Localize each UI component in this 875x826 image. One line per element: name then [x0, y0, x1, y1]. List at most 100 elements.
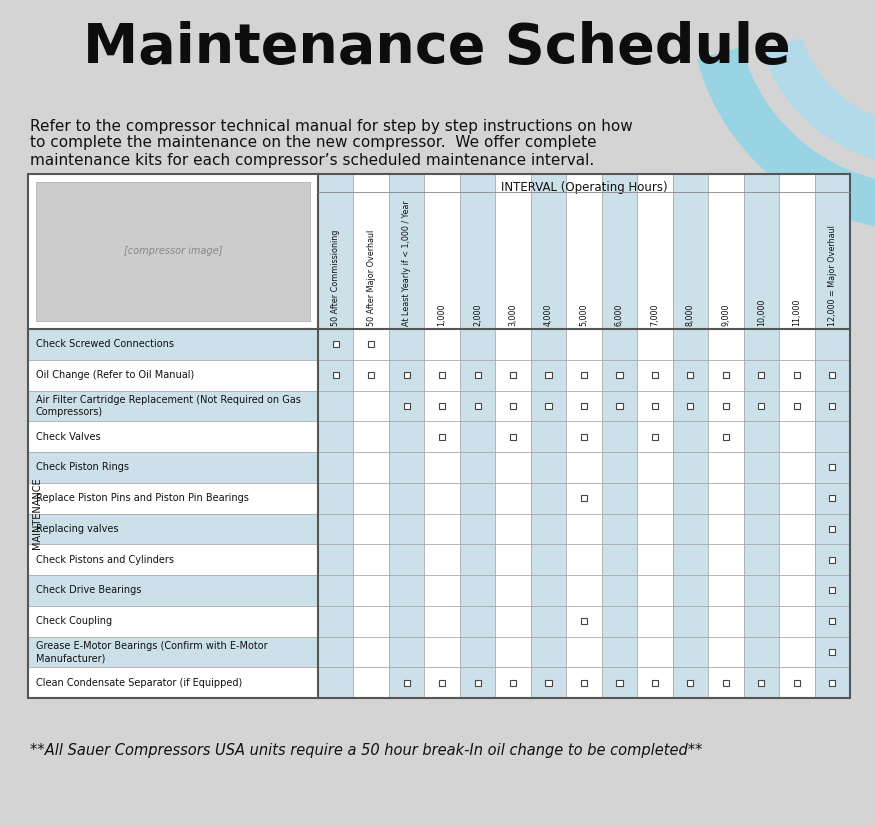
Bar — [815, 575, 850, 605]
Bar — [388, 605, 424, 637]
FancyBboxPatch shape — [332, 341, 339, 348]
Bar — [566, 605, 602, 637]
Bar — [744, 637, 779, 667]
Bar — [744, 174, 779, 329]
FancyBboxPatch shape — [368, 372, 374, 378]
FancyBboxPatch shape — [688, 372, 694, 378]
Text: Replace Piston Pins and Piston Pin Bearings: Replace Piston Pins and Piston Pin Beari… — [36, 493, 248, 503]
Bar — [744, 329, 779, 360]
FancyBboxPatch shape — [581, 403, 587, 409]
Text: 12,000 = Major Overhaul: 12,000 = Major Overhaul — [828, 225, 836, 326]
Bar — [815, 174, 850, 329]
FancyBboxPatch shape — [830, 526, 836, 532]
FancyBboxPatch shape — [723, 372, 729, 378]
Bar — [424, 605, 460, 637]
Bar — [566, 667, 602, 698]
Bar — [566, 360, 602, 391]
FancyBboxPatch shape — [830, 587, 836, 593]
Bar — [318, 482, 354, 514]
Text: 6,000: 6,000 — [615, 304, 624, 326]
Bar — [424, 329, 460, 360]
Bar — [637, 637, 673, 667]
Bar — [744, 575, 779, 605]
FancyBboxPatch shape — [688, 680, 694, 686]
Bar — [779, 514, 815, 544]
Bar — [424, 421, 460, 452]
Bar — [388, 452, 424, 482]
Text: maintenance kits for each compressor’s scheduled maintenance interval.: maintenance kits for each compressor’s s… — [30, 153, 594, 168]
Bar — [637, 391, 673, 421]
Text: Check Drive Bearings: Check Drive Bearings — [36, 586, 142, 596]
Bar — [424, 667, 460, 698]
Text: **All Sauer Compressors USA units require a 50 hour break-In oil change to be co: **All Sauer Compressors USA units requir… — [30, 743, 703, 758]
Bar — [460, 605, 495, 637]
Bar — [673, 605, 708, 637]
Text: 7,000: 7,000 — [650, 303, 660, 326]
Bar — [566, 544, 602, 575]
FancyBboxPatch shape — [830, 403, 836, 409]
FancyBboxPatch shape — [439, 434, 445, 439]
Bar — [354, 544, 388, 575]
Bar — [637, 329, 673, 360]
Bar — [815, 391, 850, 421]
Text: Check Piston Rings: Check Piston Rings — [36, 463, 129, 472]
Bar — [779, 667, 815, 698]
Bar — [779, 637, 815, 667]
Bar — [531, 667, 566, 698]
Bar — [460, 575, 495, 605]
Bar — [531, 637, 566, 667]
Bar — [354, 514, 388, 544]
Bar — [602, 605, 637, 637]
Bar — [637, 452, 673, 482]
Bar — [460, 544, 495, 575]
Bar — [815, 637, 850, 667]
FancyBboxPatch shape — [439, 372, 445, 378]
FancyBboxPatch shape — [830, 557, 836, 563]
Bar — [815, 667, 850, 698]
FancyBboxPatch shape — [439, 403, 445, 409]
FancyBboxPatch shape — [830, 464, 836, 471]
Text: to complete the maintenance on the new compressor.  We offer complete: to complete the maintenance on the new c… — [30, 135, 597, 150]
Bar — [602, 421, 637, 452]
Bar — [460, 391, 495, 421]
Bar — [318, 514, 354, 544]
Polygon shape — [763, 39, 875, 165]
FancyBboxPatch shape — [581, 495, 587, 501]
Bar — [28, 482, 318, 514]
Bar — [495, 514, 531, 544]
Text: 50 After Major Overhaul: 50 After Major Overhaul — [367, 230, 375, 326]
Bar — [388, 482, 424, 514]
Text: INTERVAL (Operating Hours): INTERVAL (Operating Hours) — [500, 181, 668, 194]
Bar — [779, 421, 815, 452]
FancyBboxPatch shape — [723, 680, 729, 686]
Text: 50 After Commissioning: 50 After Commissioning — [332, 230, 340, 326]
Text: Clean Condensate Separator (if Equipped): Clean Condensate Separator (if Equipped) — [36, 677, 242, 687]
Bar — [708, 575, 744, 605]
Bar — [318, 605, 354, 637]
Text: Grease E-Motor Bearings (Confirm with E-Motor
Manufacturer): Grease E-Motor Bearings (Confirm with E-… — [36, 641, 268, 663]
Text: 5,000: 5,000 — [579, 303, 589, 326]
Polygon shape — [698, 48, 875, 230]
Bar — [28, 329, 318, 360]
Bar — [495, 452, 531, 482]
Bar — [354, 452, 388, 482]
Bar — [566, 421, 602, 452]
FancyBboxPatch shape — [616, 403, 622, 409]
Bar — [495, 605, 531, 637]
Bar — [388, 514, 424, 544]
FancyBboxPatch shape — [616, 372, 622, 378]
FancyBboxPatch shape — [581, 680, 587, 686]
Bar — [460, 667, 495, 698]
Bar — [815, 514, 850, 544]
Bar — [318, 667, 354, 698]
Bar — [354, 421, 388, 452]
Bar — [602, 482, 637, 514]
Bar — [354, 329, 388, 360]
Bar — [779, 360, 815, 391]
Bar — [424, 482, 460, 514]
Text: 3,000: 3,000 — [508, 304, 518, 326]
Bar — [354, 575, 388, 605]
FancyBboxPatch shape — [510, 403, 516, 409]
Bar — [460, 421, 495, 452]
Bar — [424, 391, 460, 421]
